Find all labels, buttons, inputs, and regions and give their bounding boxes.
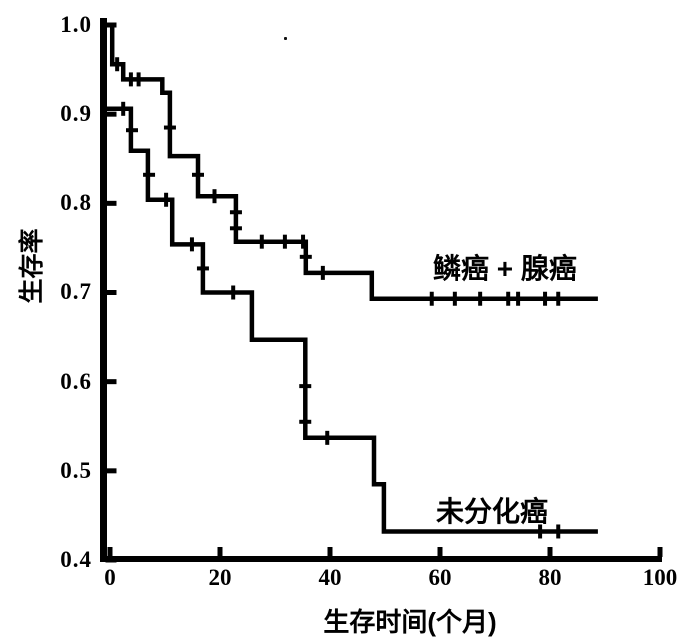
x-axis-title: 生存时间(个月) bbox=[323, 607, 497, 637]
y-tick-label-0.6: 0.6 bbox=[60, 369, 92, 394]
x-tick-label-80: 80 bbox=[538, 565, 562, 590]
x-tick-label-40: 40 bbox=[318, 565, 342, 590]
x-tick-label-100: 100 bbox=[642, 565, 678, 590]
x-tick-label-60: 60 bbox=[428, 565, 452, 590]
y-tick-label-0.8: 0.8 bbox=[60, 190, 92, 215]
y-axis-title: 生存率 bbox=[18, 228, 46, 304]
y-tick-label-0.7: 0.7 bbox=[60, 279, 92, 304]
km-curve-undifferentiated bbox=[103, 106, 598, 534]
scan-speck bbox=[284, 37, 287, 40]
series-label-squamous-adeno: 鳞癌 + 腺癌 bbox=[433, 253, 577, 284]
y-tick-label-0.4: 0.4 bbox=[60, 547, 92, 572]
x-tick-label-20: 20 bbox=[208, 565, 232, 590]
y-tick-label-1.0: 1.0 bbox=[60, 12, 92, 37]
series-label-undifferentiated: 未分化癌 bbox=[436, 496, 549, 527]
km-curve-squamous-adeno bbox=[103, 22, 598, 301]
x-tick-label-0: 0 bbox=[104, 565, 116, 590]
y-tick-label-0.9: 0.9 bbox=[60, 101, 92, 126]
y-tick-label-0.5: 0.5 bbox=[60, 458, 92, 483]
